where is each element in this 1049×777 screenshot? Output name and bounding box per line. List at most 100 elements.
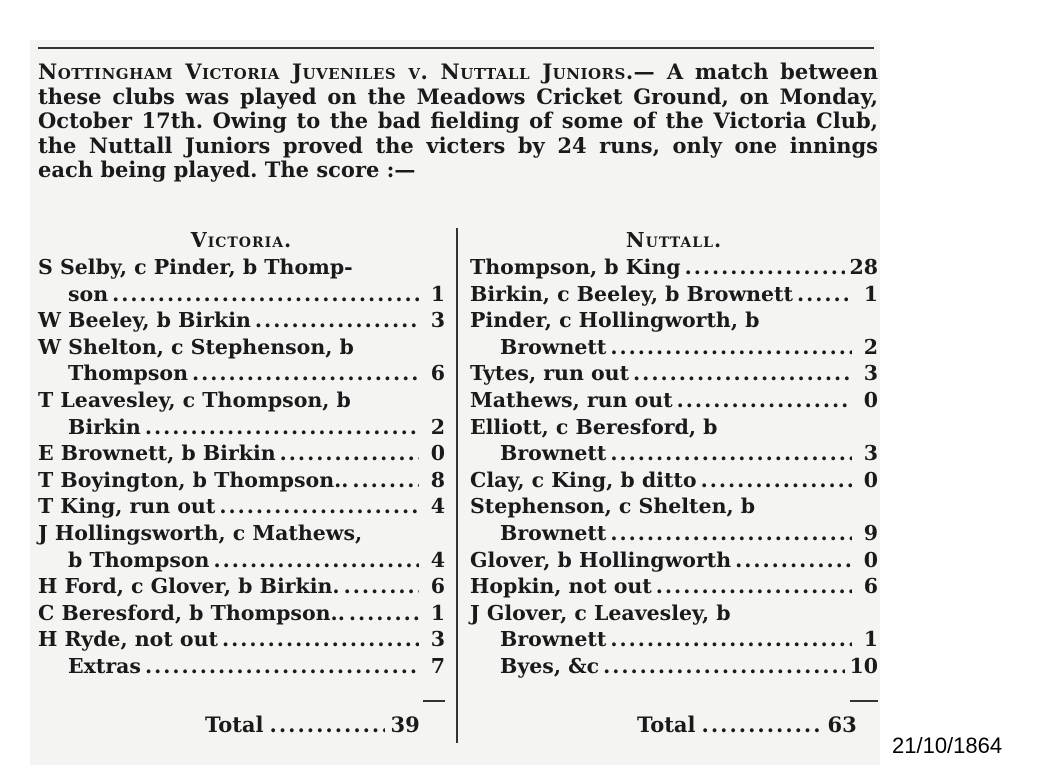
batsman-dismissal: Elliott, c Beresford, b — [470, 414, 718, 439]
dot-leader — [656, 573, 852, 600]
batsman-dismissal: b Thompson — [68, 547, 210, 572]
batsman-runs: 3 — [863, 441, 878, 466]
dot-leader — [763, 307, 852, 334]
batsman-row: T King, run out 4 — [38, 493, 445, 520]
dot-leader — [610, 626, 852, 653]
dot-leader — [213, 547, 419, 574]
batsman-dismissal: Brownett — [500, 441, 607, 466]
dot-leader — [112, 281, 419, 308]
total-label: Total — [637, 712, 696, 737]
dot-leader — [349, 600, 419, 627]
batsman-row: W Shelton, c Stephenson, b — [38, 334, 445, 361]
dot-leader — [610, 520, 852, 547]
batsman-runs: 1 — [863, 627, 878, 652]
victoria-scorecard: Victoria. S Selby, c Pinder, b Thomp-son… — [38, 226, 445, 680]
batsman-row: C Beresford, b Thompson.. 1 — [38, 600, 445, 627]
batsman-row: Brownett 2 — [470, 334, 878, 361]
batsman-dismissal: Brownett — [500, 334, 607, 359]
dot-leader — [603, 653, 845, 680]
batsman-runs: 2 — [430, 414, 445, 439]
batsman-runs: 0 — [430, 441, 445, 466]
batsman-dismissal: Clay, c King, b ditto — [470, 467, 697, 492]
batsman-runs: 0 — [863, 467, 878, 492]
batsman-dismissal: Extras — [68, 653, 141, 678]
batsman-runs: 1 — [430, 281, 445, 306]
batsman-runs: 0 — [863, 387, 878, 412]
dot-leader — [255, 307, 419, 334]
nuttall-total: Total 63 — [637, 712, 857, 737]
batsman-runs: 4 — [430, 547, 445, 572]
victoria-total: Total 39 — [205, 712, 420, 737]
batsman-row: Tytes, run out 3 — [470, 360, 878, 387]
batsman-row: Mathews, run out 0 — [470, 387, 878, 414]
batsman-row: Thompson 6 — [38, 360, 445, 387]
batsman-dismissal: S Selby, c Pinder, b Thomp- — [38, 255, 353, 279]
batsman-dismissal: Thompson, b King — [470, 255, 681, 279]
batsman-runs: 6 — [430, 361, 445, 386]
batsman-row: Birkin 2 — [38, 414, 445, 441]
batsman-dismissal: J Hollingsworth, c Mathews, — [38, 520, 363, 545]
date-caption: 21/10/1864 — [892, 733, 1003, 758]
dot-leader — [633, 360, 852, 387]
batsman-runs: 28 — [849, 255, 878, 279]
batsman-runs: 3 — [430, 627, 445, 652]
dot-leader — [797, 281, 852, 308]
batsman-dismissal: Mathews, run out — [470, 387, 673, 412]
dot-leader — [270, 712, 385, 737]
batsman-dismissal: Brownett — [500, 520, 607, 545]
sum-rule-nuttall — [850, 700, 878, 702]
batsman-runs: 1 — [863, 281, 878, 306]
batsman-runs: 2 — [863, 334, 878, 359]
batsman-runs: 3 — [863, 361, 878, 386]
nuttall-scorecard: Nuttall. Thompson, b King 28 Birkin, c Bee… — [470, 226, 878, 680]
batsman-row: b Thompson 4 — [38, 547, 445, 574]
dot-leader — [735, 600, 852, 627]
batsman-runs — [856, 414, 878, 441]
dot-leader — [352, 467, 419, 494]
batsman-runs: 1 — [430, 600, 445, 625]
batsman-dismissal: Glover, b Hollingworth — [470, 547, 732, 572]
dot-leader — [366, 520, 419, 547]
batsman-dismissal: H Ford, c Glover, b Birkin. — [38, 574, 340, 599]
column-rule-top — [38, 47, 874, 49]
total-runs: 39 — [390, 712, 420, 737]
dot-leader — [344, 573, 419, 600]
batsman-runs: 8 — [430, 467, 445, 492]
batsman-runs — [423, 387, 445, 414]
batsman-runs: 6 — [863, 574, 878, 599]
dot-leader — [759, 493, 852, 520]
dot-leader — [222, 626, 419, 653]
dot-leader — [219, 493, 419, 520]
batsman-runs — [856, 493, 878, 520]
batsman-runs: 6 — [430, 574, 445, 599]
batsman-row: T Leavesley, c Thompson, b — [38, 387, 445, 414]
batsman-row: W Beeley, b Birkin 3 — [38, 307, 445, 334]
article-headline: Nottingham Victoria Juveniles v. Nuttall… — [38, 59, 656, 84]
dot-leader — [355, 387, 419, 414]
batsman-dismissal: T King, run out — [38, 494, 216, 519]
nuttall-heading: Nuttall. — [625, 228, 723, 252]
batsman-dismissal: T Boyington, b Thompson.. — [38, 467, 349, 492]
batsman-dismissal: W Shelton, c Stephenson, b — [38, 334, 354, 359]
batsman-dismissal: H Ryde, not out — [38, 627, 218, 652]
batsman-row: J Glover, c Leavesley, b — [470, 600, 878, 627]
batsman-runs: 10 — [849, 653, 878, 678]
article-intro: Nottingham Victoria Juveniles v. Nuttall… — [38, 59, 878, 183]
column-divider — [456, 228, 458, 743]
batsman-dismissal: Pinder, c Hollingworth, b — [470, 308, 760, 333]
batsman-runs — [856, 307, 878, 334]
dot-leader — [280, 440, 419, 467]
batsman-runs: 7 — [430, 653, 445, 678]
batsman-dismissal: Birkin, c Beeley, b Brownett — [470, 281, 793, 306]
dot-leader — [721, 414, 852, 441]
batsman-dismissal: Birkin — [68, 414, 141, 439]
victoria-heading: Victoria. — [190, 228, 293, 252]
batsman-dismissal: C Beresford, b Thompson.. — [38, 600, 345, 625]
dot-leader — [145, 414, 419, 441]
dot-leader — [701, 467, 852, 494]
total-runs: 63 — [827, 712, 857, 737]
batsman-dismissal: Tytes, run out — [470, 361, 630, 386]
batsman-runs: 4 — [430, 494, 445, 519]
batsman-row: T Boyington, b Thompson.. 8 — [38, 467, 445, 494]
batsman-runs — [423, 334, 445, 361]
